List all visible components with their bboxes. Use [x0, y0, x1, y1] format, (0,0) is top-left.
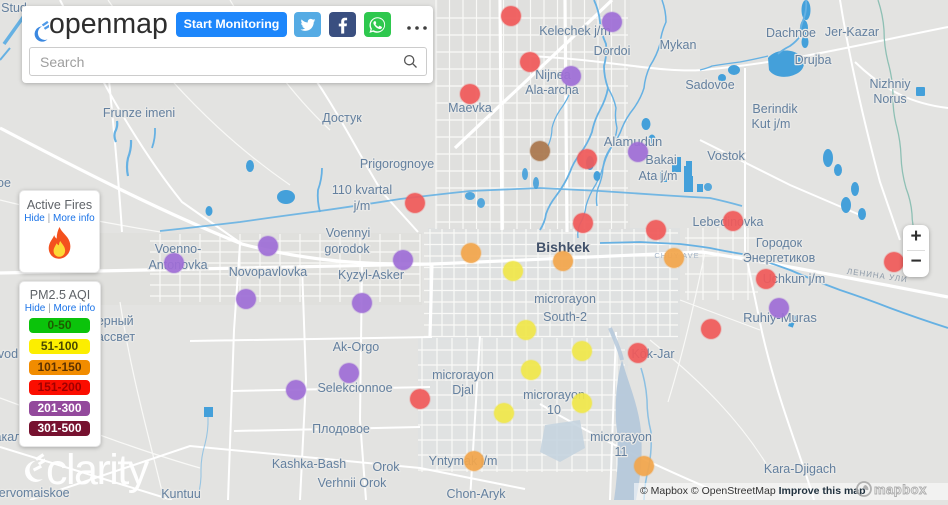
- svg-text:Norus: Norus: [873, 92, 906, 106]
- svg-text:microrayon: microrayon: [590, 430, 652, 444]
- svg-text:Berindik: Berindik: [752, 102, 798, 116]
- svg-text:South-2: South-2: [543, 310, 587, 324]
- svg-text:Kyzyl-Asker: Kyzyl-Asker: [338, 268, 404, 282]
- svg-text:110 kvartal: 110 kvartal: [332, 183, 392, 197]
- svg-text:Uchkun j/m: Uchkun j/m: [763, 272, 826, 286]
- svg-text:Jer-Kazar: Jer-Kazar: [825, 25, 879, 39]
- svg-text:Mykan: Mykan: [660, 38, 697, 52]
- svg-text:Kuntuu: Kuntuu: [161, 487, 201, 500]
- svg-text:Stud: Stud: [1, 1, 27, 15]
- svg-text:Плодовое: Плодовое: [312, 422, 370, 436]
- svg-text:Drujba: Drujba: [795, 53, 832, 67]
- svg-text:Selekcionnoe: Selekcionnoe: [317, 381, 392, 395]
- svg-text:Djal: Djal: [452, 383, 474, 397]
- svg-text:microrayon: microrayon: [432, 368, 494, 382]
- svg-text:Yntymak j/m: Yntymak j/m: [429, 454, 498, 468]
- svg-text:11: 11: [615, 445, 628, 459]
- svg-text:Городок: Городок: [756, 236, 803, 250]
- svg-text:Bishkek: Bishkek: [536, 239, 590, 255]
- svg-text:10: 10: [547, 403, 561, 417]
- svg-text:Pervomaiskoe: Pervomaiskoe: [0, 486, 70, 500]
- svg-text:Nizhniy: Nizhniy: [870, 77, 912, 91]
- svg-text:vod: vod: [0, 347, 18, 361]
- svg-text:Kut j/m: Kut j/m: [752, 117, 791, 131]
- svg-text:Voenno-: Voenno-: [155, 242, 202, 256]
- svg-text:Kelechek j/m: Kelechek j/m: [539, 24, 611, 38]
- svg-text:ое: ое: [0, 176, 11, 190]
- svg-text:Энергетиков: Энергетиков: [743, 251, 816, 265]
- svg-text:Alamudun: Alamudun: [604, 134, 663, 149]
- svg-text:Maevka: Maevka: [448, 101, 492, 115]
- svg-text:Достук: Достук: [322, 111, 362, 125]
- svg-text:Vostok: Vostok: [707, 149, 745, 163]
- svg-text:акал: акал: [0, 430, 21, 444]
- svg-text:Prigorognoye: Prigorognoye: [360, 157, 434, 171]
- svg-text:microrayon: microrayon: [534, 292, 596, 306]
- svg-text:Voennyi: Voennyi: [326, 226, 370, 240]
- svg-text:Ala-archa: Ala-archa: [525, 83, 579, 97]
- svg-text:Ak-Orgo: Ak-Orgo: [333, 340, 380, 354]
- svg-text:Chon-Aryk: Chon-Aryk: [446, 487, 506, 500]
- svg-text:Novopavlovka: Novopavlovka: [229, 265, 308, 279]
- svg-text:Ata j/m: Ata j/m: [639, 169, 678, 183]
- svg-text:Bakai: Bakai: [645, 153, 676, 167]
- svg-text:microrayon: microrayon: [523, 388, 585, 402]
- svg-text:j/m: j/m: [353, 199, 371, 213]
- svg-text:Dachnoe: Dachnoe: [766, 26, 816, 40]
- svg-text:mapbox: mapbox: [874, 482, 927, 497]
- svg-text:Kashka-Bash: Kashka-Bash: [272, 457, 346, 471]
- svg-text:Sadovoe: Sadovoe: [685, 78, 734, 92]
- svg-text:Verhnii Orok: Verhnii Orok: [318, 476, 388, 490]
- svg-text:Dordoi: Dordoi: [594, 44, 631, 58]
- svg-text:Orok: Orok: [372, 460, 400, 474]
- svg-text:Frunze imeni: Frunze imeni: [103, 106, 175, 120]
- svg-text:Kara-Djigach: Kara-Djigach: [764, 462, 836, 476]
- svg-text:gorodok: gorodok: [324, 242, 370, 256]
